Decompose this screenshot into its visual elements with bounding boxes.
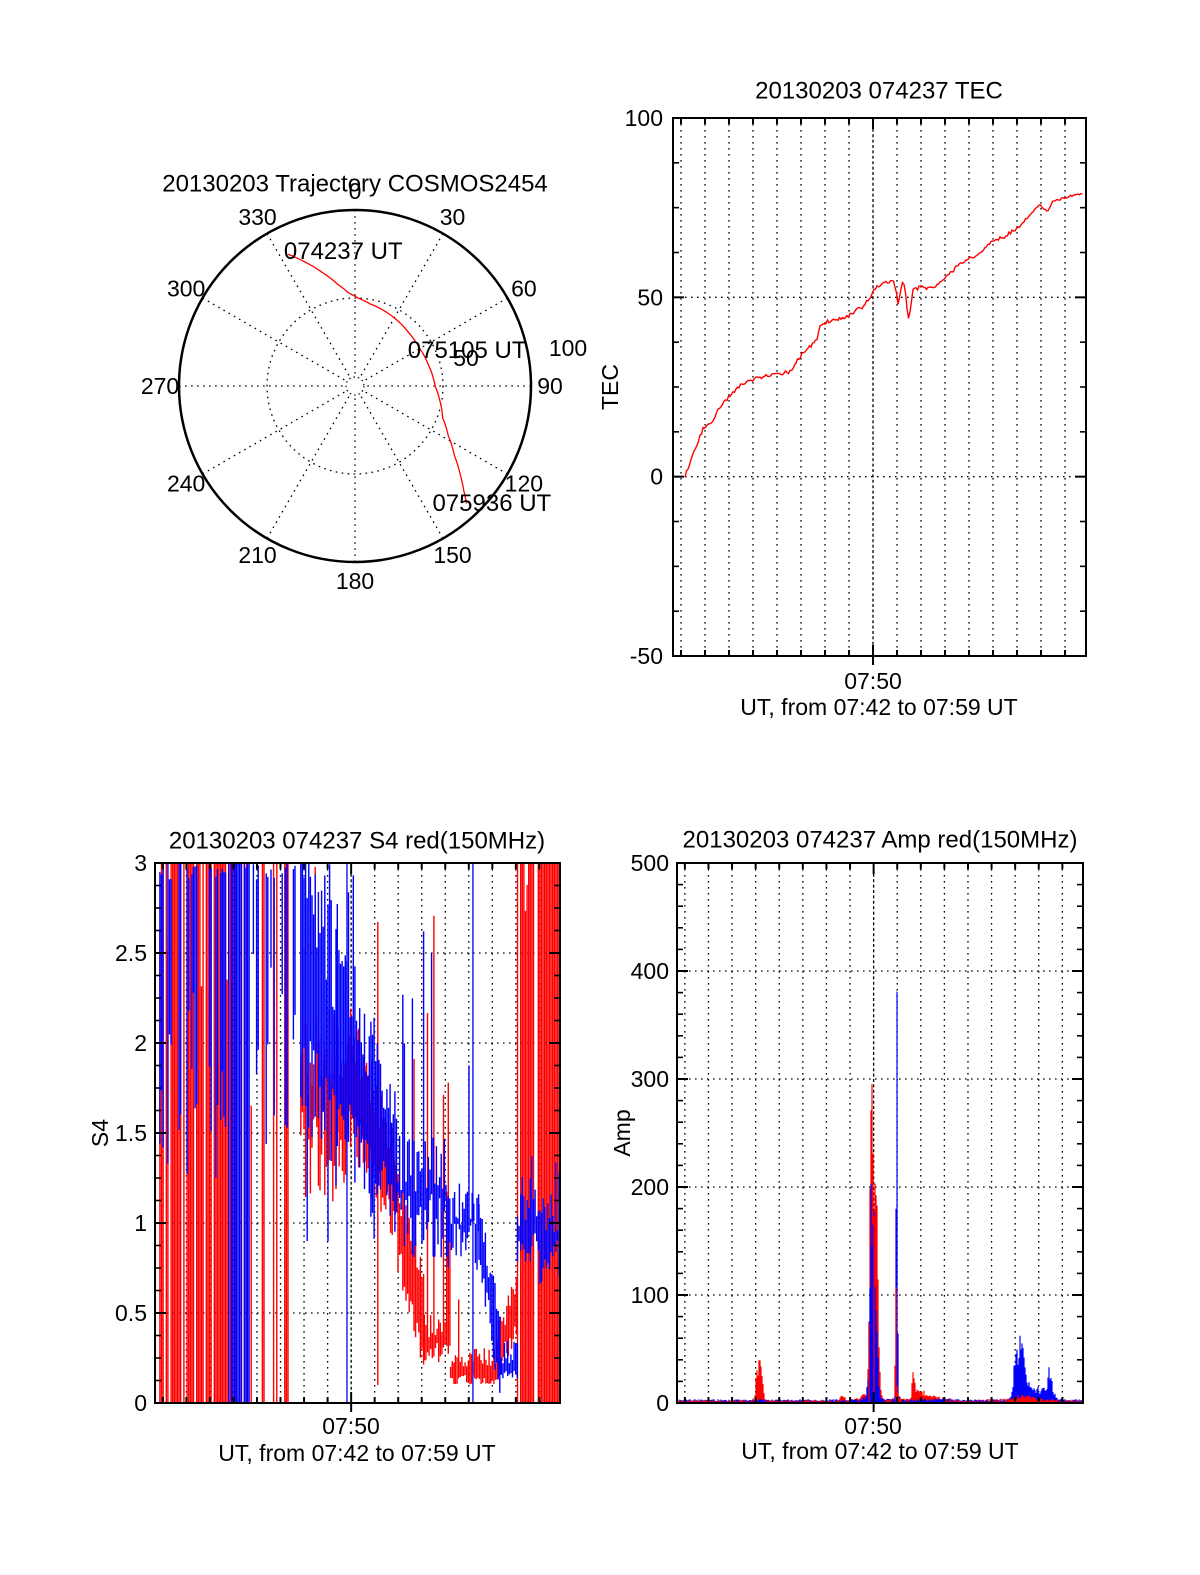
y-tick-label: 0 <box>134 1390 147 1416</box>
y-tick-label: 2 <box>134 1030 147 1056</box>
polar-spoke <box>202 297 345 381</box>
y-tick-label: 0.5 <box>115 1300 147 1326</box>
y-tick-label: 400 <box>631 958 669 984</box>
azimuth-label: 120 <box>505 471 543 497</box>
tec-series <box>684 192 1083 478</box>
tec-title: 20130203 074237 TEC <box>755 78 1003 105</box>
amp-yaxis-label: Amp <box>609 1109 635 1156</box>
amp-plot: 500 400 300 200 100 0 20130203 074237 Amp red… <box>609 827 1084 1464</box>
s4-xtick-label: 07:50 <box>322 1413 380 1439</box>
azimuth-label: 90 <box>537 373 563 399</box>
y-tick-label: 1 <box>134 1210 147 1236</box>
azimuth-label: 270 <box>141 373 179 399</box>
s4-series <box>159 863 560 1403</box>
amp-axes: 500 400 300 200 100 0 <box>631 850 1084 1416</box>
polar-spoke <box>266 396 350 539</box>
amp-series-red <box>700 1084 1083 1403</box>
azimuth-label: 330 <box>238 204 276 230</box>
y-tick-label: 100 <box>631 1282 669 1308</box>
y-tick-label: 1.5 <box>115 1120 147 1146</box>
amp-ticks: 500 400 300 200 100 0 <box>631 850 1084 1416</box>
trajectory-annotations: 074237 UT 075105 UT 075936 UT <box>284 238 552 517</box>
y-tick-label: 3 <box>134 850 147 876</box>
polar-spoke <box>365 391 508 475</box>
s4-xaxis-label: UT, from 07:42 to 07:59 UT <box>218 1440 495 1466</box>
y-tick-label: 500 <box>631 850 669 876</box>
tec-grid <box>673 118 1086 656</box>
tec-axes: 100 50 0 -50 <box>625 105 1087 669</box>
y-tick-label: 0 <box>656 1390 669 1416</box>
radial-label: 100 <box>549 335 587 361</box>
s4-title: 20130203 074237 S4 red(150MHz) <box>169 828 545 855</box>
azimuth-label: 300 <box>167 276 205 302</box>
trajectory-time-annotation: 075936 UT <box>432 490 551 517</box>
s4-axes: 3 2.5 2 1.5 1 0.5 0 <box>115 850 561 1416</box>
tec-yaxis-label: TEC <box>597 364 623 410</box>
trajectory-time-annotation: 074237 UT <box>284 238 403 265</box>
tec-xaxis-label: UT, from 07:42 to 07:59 UT <box>740 694 1017 720</box>
plot-box <box>676 862 1084 1404</box>
amp-xtick-label: 07:50 <box>844 1413 902 1439</box>
s4-series-blue <box>159 863 560 1403</box>
tec-line <box>684 192 1083 478</box>
tec-xtick-label: 07:50 <box>844 668 902 694</box>
trajectory-time-annotation: 075105 UT <box>408 337 527 364</box>
azimuth-label: 180 <box>336 568 374 594</box>
azimuth-label: 0 <box>349 178 362 204</box>
tec-ticks: 100 50 0 -50 <box>625 105 1087 669</box>
polar-ring-center <box>345 376 365 396</box>
s4-ticks: 3 2.5 2 1.5 1 0.5 0 <box>115 850 561 1416</box>
y-tick-label: 100 <box>625 105 663 131</box>
y-tick-label: 0 <box>650 464 663 490</box>
azimuth-label: 60 <box>511 276 537 302</box>
amp-grid <box>677 863 1083 1403</box>
azimuth-label: 30 <box>440 204 466 230</box>
azimuth-label: 210 <box>238 542 276 568</box>
azimuth-labels: 0 30 60 90 120 150 180 210 240 270 300 330 50 100 <box>141 178 587 594</box>
trajectory-path <box>287 253 468 504</box>
y-tick-label: 50 <box>637 284 663 310</box>
tec-plot: 100 50 0 -50 20130203 074237 TEC 07:50 UT, … <box>597 78 1087 720</box>
polar-spoke <box>360 396 444 539</box>
s4-yaxis-label: S4 <box>87 1119 113 1147</box>
polar-spoke <box>202 391 345 475</box>
amp-title: 20130203 074237 Amp red(150MHz) <box>683 827 1078 854</box>
polar-ring-50 <box>266 297 444 475</box>
amp-series <box>678 991 1083 1403</box>
polar-grid <box>177 208 533 564</box>
s4-plot: 3 2.5 2 1.5 1 0.5 0 20130203 074237 S4 red(150… <box>87 828 561 1466</box>
y-tick-label: -50 <box>630 643 663 669</box>
amp-xaxis-label: UT, from 07:42 to 07:59 UT <box>741 1438 1018 1464</box>
azimuth-label: 240 <box>167 471 205 497</box>
amp-series-blue <box>678 991 1082 1403</box>
azimuth-label: 150 <box>433 542 471 568</box>
y-tick-label: 2.5 <box>115 940 147 966</box>
radial-label: 50 <box>453 345 479 371</box>
polar-outline <box>177 208 533 564</box>
y-tick-label: 300 <box>631 1066 669 1092</box>
plot-box <box>672 117 1087 657</box>
y-tick-label: 200 <box>631 1174 669 1200</box>
trajectory-title: 20130203 Trajectory COSMOS2454 <box>162 171 548 198</box>
